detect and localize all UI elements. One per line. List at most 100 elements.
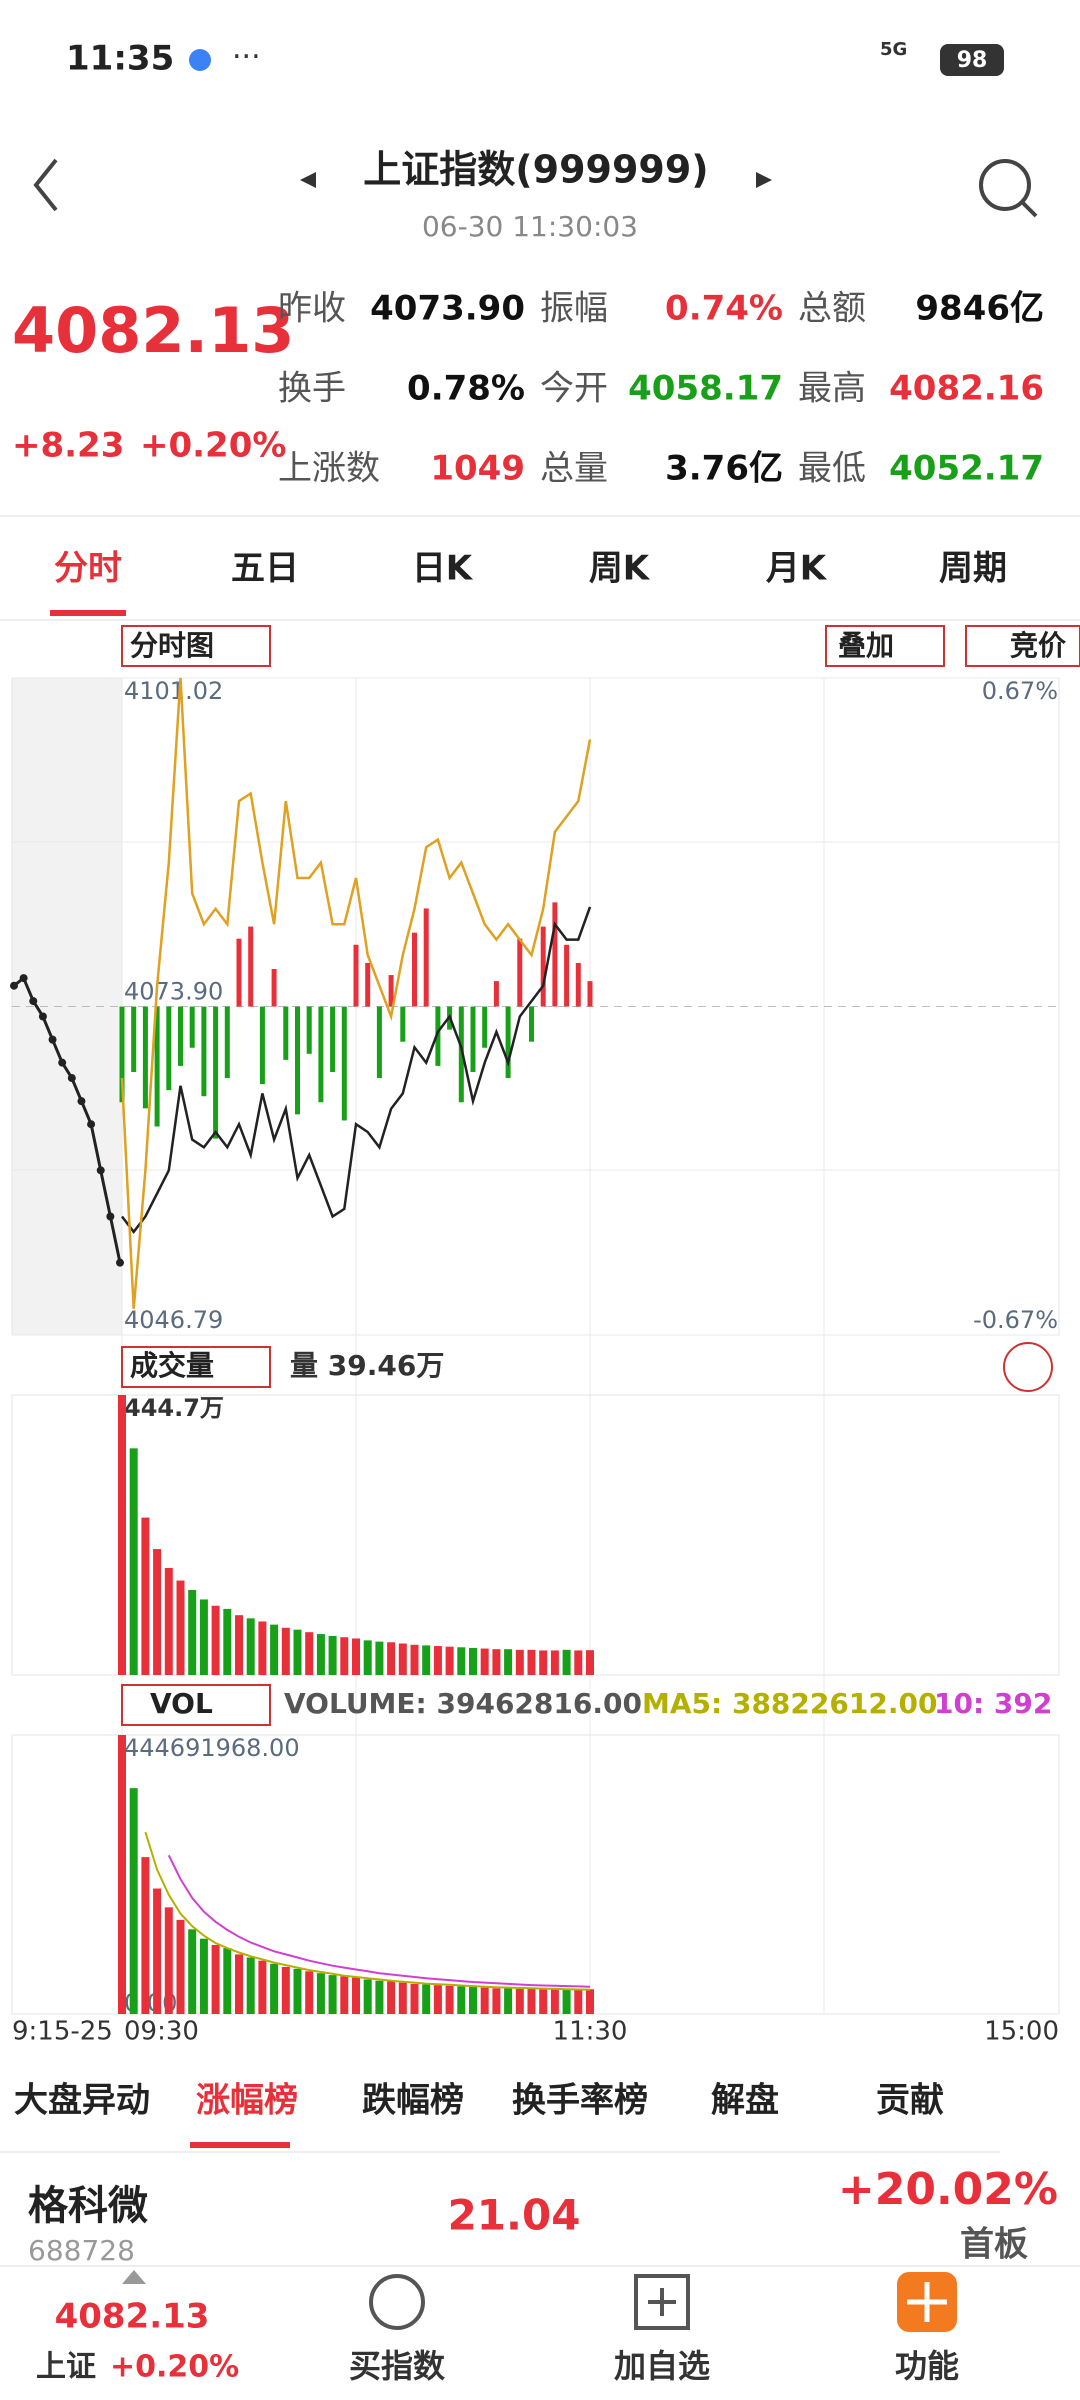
list-tab[interactable]: 涨幅榜 [196,2081,298,2121]
vol-bar [387,1981,396,2014]
vol-bar [527,1988,536,2014]
prev-button[interactable] [300,172,316,188]
auction-point [87,1120,96,1129]
vol-bar [199,1938,208,2014]
vol-bar [398,1982,407,2014]
selector-button[interactable] [121,1684,271,1726]
strength-bar [248,926,254,1007]
strength-bar [423,908,429,1007]
vol-bar [141,1857,150,2014]
volume-bar [118,1395,126,1675]
vertical-grid [12,678,1059,2014]
volume-bar [527,1649,536,1675]
ma5-label: MA5: 38822612.00 [642,1687,937,1720]
vol-bar [562,1988,571,2014]
volume-bar [211,1605,220,1675]
strength-bar [271,969,277,1007]
search-button[interactable] [979,159,1031,211]
expand-button[interactable] [1003,1342,1053,1392]
volume-bar [188,1589,197,1675]
list-tab[interactable]: 大盘异动 [14,2081,150,2121]
volume-bar [457,1647,466,1675]
vol-bar [539,1989,548,2014]
volume-bar [387,1642,396,1675]
vol-bar [258,1960,267,2014]
volume-bar [235,1615,243,1675]
vol-bar [164,1907,173,2014]
strength-bar [142,1006,148,1109]
volume-bar [410,1644,419,1675]
nav-item[interactable]: 买指数 [349,2347,446,2385]
x-tick-label: 15:00 [984,2017,1059,2047]
overlay-label[interactable]: 叠加 [838,629,894,662]
stock-code: 688728 [28,2234,135,2267]
vol-bar [246,1957,255,2014]
list-tab[interactable]: 跌幅榜 [362,2081,464,2121]
selector-label[interactable]: 分时图 [130,629,214,662]
list-tab[interactable]: 换手率榜 [512,2081,648,2121]
field-label: 今开 [540,369,608,409]
tab[interactable]: 周K [589,549,651,589]
volume-bar [129,1448,138,1675]
auction-button[interactable] [965,625,1080,667]
auction-point [10,981,18,990]
strength-bar [178,1006,183,1066]
status-time: 11:35 [66,39,174,79]
battery [940,44,1004,76]
auction-point [19,974,28,983]
auction-label[interactable]: 竞价 [1010,629,1067,662]
status-network: 5G [880,39,907,60]
volume-bar [433,1646,442,1675]
field-value: 4073.90 [370,289,525,329]
volume-bar [328,1635,337,1675]
tab[interactable]: 月K [766,549,828,589]
overlay-button[interactable] [825,625,945,667]
change-pct: +0.20% [140,426,286,466]
selector-label[interactable]: VOL [150,1687,213,1720]
strength-bar [400,1006,406,1042]
selector-button[interactable] [121,1346,271,1388]
vol-bar [422,1984,431,2014]
auction-point [96,1166,105,1175]
vol-bar [328,1975,337,2014]
strength-bar [412,932,417,1007]
nav-item[interactable]: 加自选 [614,2347,710,2385]
y-tick-label: 4101.02 [124,677,223,705]
strength-bar [540,926,546,1007]
nav-index-price[interactable]: 4082.13 [55,2297,210,2337]
volume-bar [258,1621,267,1675]
vol-bar [586,1989,594,2014]
vol-bar [118,1735,126,2014]
strength-bar [283,1006,289,1060]
nav-item[interactable]: 功能 [895,2347,959,2385]
vol-bar [340,1976,349,2014]
auction-point [29,997,38,1006]
vol-bar [316,1973,325,2014]
battery-level: 98 [957,48,988,73]
volume-bar [176,1580,185,1675]
datetime: 06-30 11:30:03 [422,210,638,243]
volume-bar [316,1634,325,1675]
back-button[interactable] [33,158,58,212]
stock-tag: 首板 [960,2225,1028,2265]
ma10-label: 10: 392 [934,1687,1052,1720]
next-button[interactable] [756,172,772,188]
volume-bar [422,1645,431,1675]
vol-bar [211,1944,220,2014]
volume-bar [550,1650,559,1675]
list-tab[interactable]: 贡献 [876,2081,944,2121]
stock-name[interactable]: 格科微 [28,2183,148,2229]
vol-bar [433,1985,442,2014]
tab[interactable]: 分时 [54,549,122,589]
volume-bar [305,1632,314,1675]
auction-point [116,1258,124,1267]
tab[interactable]: 五日 [231,549,299,589]
volume-bar [562,1649,571,1675]
tab[interactable]: 周期 [939,549,1007,589]
list-tab[interactable]: 解盘 [711,2081,779,2121]
stock-price: 21.04 [448,2191,581,2240]
selector-button[interactable] [121,625,271,667]
tab[interactable]: 日K [412,549,474,589]
selector-label[interactable]: 成交量 [130,1349,214,1382]
